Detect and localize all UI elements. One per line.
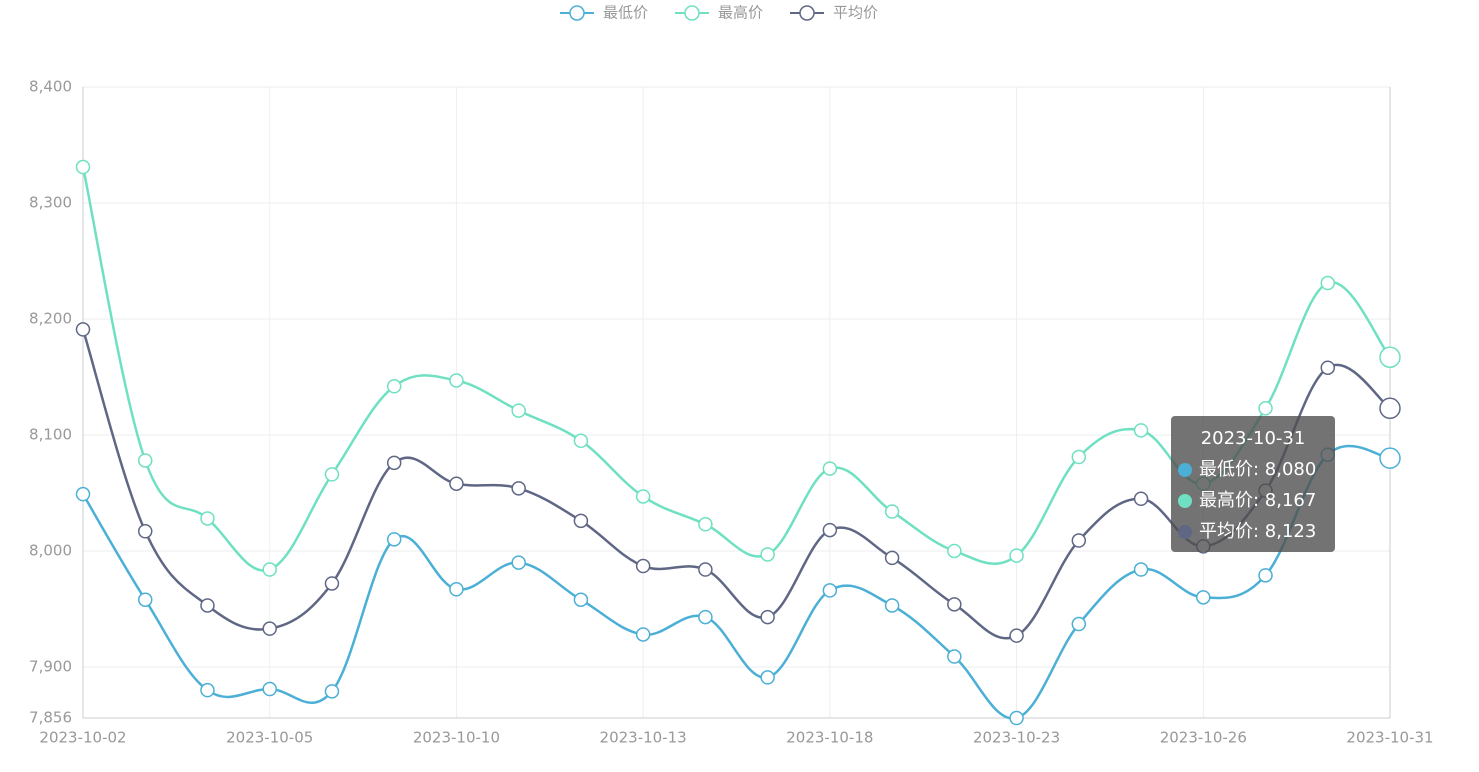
- data-point[interactable]: [324, 576, 340, 591]
- data-point[interactable]: [449, 373, 464, 388]
- legend-item[interactable]: 最低价: [560, 4, 648, 22]
- legend-marker: [799, 5, 815, 21]
- data-point[interactable]: [75, 159, 91, 175]
- data-point[interactable]: [698, 562, 713, 577]
- x-tick-label: 2023-10-26: [1160, 729, 1247, 747]
- legend-item[interactable]: 平均价: [790, 4, 878, 22]
- legend-marker: [684, 5, 700, 21]
- data-point[interactable]: [573, 513, 589, 529]
- y-tick-label: 7,900: [29, 657, 72, 675]
- data-point[interactable]: [200, 511, 215, 526]
- tooltip: 2023-10-31 最低价: 8,080 最高价: 8,167 平均价: 8,123: [1171, 416, 1335, 552]
- data-point[interactable]: [1133, 423, 1149, 438]
- data-point[interactable]: [262, 681, 277, 697]
- data-point[interactable]: [884, 504, 900, 519]
- data-point[interactable]: [1320, 275, 1336, 291]
- data-point[interactable]: [1009, 548, 1024, 563]
- data-point[interactable]: [511, 481, 526, 496]
- data-point[interactable]: [262, 562, 277, 577]
- tooltip-item: 最低价: 8,080: [1199, 459, 1316, 480]
- data-point[interactable]: [1258, 568, 1273, 583]
- y-tick-label: 8,200: [29, 309, 72, 327]
- legend-label: 最低价: [603, 4, 648, 22]
- data-point[interactable]: [75, 486, 91, 502]
- tooltip-marker: [1178, 494, 1192, 508]
- data-point[interactable]: [698, 517, 713, 532]
- data-point[interactable]: [262, 621, 277, 636]
- data-point[interactable]: [947, 649, 962, 664]
- data-point[interactable]: [760, 670, 775, 685]
- data-point[interactable]: [760, 547, 775, 562]
- x-tick-label: 2023-10-02: [39, 729, 126, 747]
- data-point[interactable]: [324, 684, 340, 699]
- data-point[interactable]: [822, 522, 838, 538]
- data-point[interactable]: [511, 555, 526, 570]
- x-tick-label: 2023-10-31: [1346, 729, 1433, 747]
- data-point[interactable]: [1320, 360, 1336, 375]
- data-point[interactable]: [137, 453, 153, 468]
- data-point[interactable]: [449, 476, 464, 491]
- legend-item[interactable]: 最高价: [675, 4, 763, 22]
- data-point[interactable]: [635, 558, 651, 574]
- data-point[interactable]: [200, 598, 215, 613]
- tooltip-item: 平均价: 8,123: [1199, 521, 1316, 542]
- data-point[interactable]: [822, 583, 838, 598]
- data-point[interactable]: [1196, 590, 1211, 605]
- legend-label: 最高价: [718, 4, 763, 22]
- data-point[interactable]: [386, 532, 402, 547]
- data-point[interactable]: [1379, 397, 1401, 420]
- data-point[interactable]: [1071, 449, 1087, 465]
- y-tick-label: 8,400: [29, 78, 72, 96]
- data-point[interactable]: [1133, 562, 1149, 577]
- x-tick-label: 2023-10-05: [226, 729, 313, 747]
- data-point[interactable]: [573, 433, 589, 449]
- legend-marker: [569, 5, 585, 21]
- data-point[interactable]: [573, 592, 589, 607]
- data-point[interactable]: [137, 524, 153, 539]
- tooltip-marker: [1178, 525, 1192, 539]
- series-line: [81, 444, 1391, 720]
- x-tick-label: 2023-10-23: [973, 729, 1060, 747]
- data-point[interactable]: [760, 609, 775, 625]
- y-tick-label: 8,300: [29, 193, 72, 211]
- data-point[interactable]: [137, 592, 153, 607]
- data-point[interactable]: [1379, 447, 1401, 469]
- data-point[interactable]: [511, 403, 526, 418]
- data-point[interactable]: [200, 682, 215, 698]
- data-point[interactable]: [1258, 401, 1273, 416]
- data-point[interactable]: [698, 609, 713, 625]
- data-point[interactable]: [635, 627, 651, 642]
- tooltip-item: 最高价: 8,167: [1199, 490, 1316, 511]
- data-point[interactable]: [635, 489, 651, 504]
- data-point[interactable]: [449, 581, 464, 597]
- data-point[interactable]: [324, 467, 340, 482]
- data-point[interactable]: [1133, 491, 1149, 507]
- y-tick-label: 7,856: [29, 709, 72, 727]
- data-point[interactable]: [1009, 628, 1024, 643]
- data-point[interactable]: [386, 455, 402, 471]
- x-tick-label: 2023-10-13: [600, 729, 687, 747]
- data-point[interactable]: [1071, 533, 1087, 548]
- y-tick-label: 8,100: [29, 425, 72, 443]
- legend-label: 平均价: [833, 4, 878, 22]
- data-point[interactable]: [884, 598, 900, 613]
- x-tick-label: 2023-10-18: [786, 729, 873, 747]
- data-point[interactable]: [884, 550, 900, 566]
- data-point[interactable]: [947, 597, 962, 612]
- tooltip-marker: [1178, 463, 1192, 477]
- x-tick-label: 2023-10-10: [413, 729, 500, 747]
- data-point[interactable]: [822, 461, 838, 476]
- data-point[interactable]: [1009, 710, 1024, 726]
- data-point[interactable]: [75, 322, 91, 337]
- y-tick-label: 8,000: [29, 541, 72, 559]
- data-point[interactable]: [947, 543, 962, 559]
- data-point[interactable]: [1379, 346, 1401, 369]
- tooltip-box: [1171, 416, 1335, 552]
- data-point[interactable]: [1071, 616, 1087, 632]
- tooltip-title: 2023-10-31: [1201, 428, 1306, 449]
- data-point[interactable]: [386, 379, 402, 394]
